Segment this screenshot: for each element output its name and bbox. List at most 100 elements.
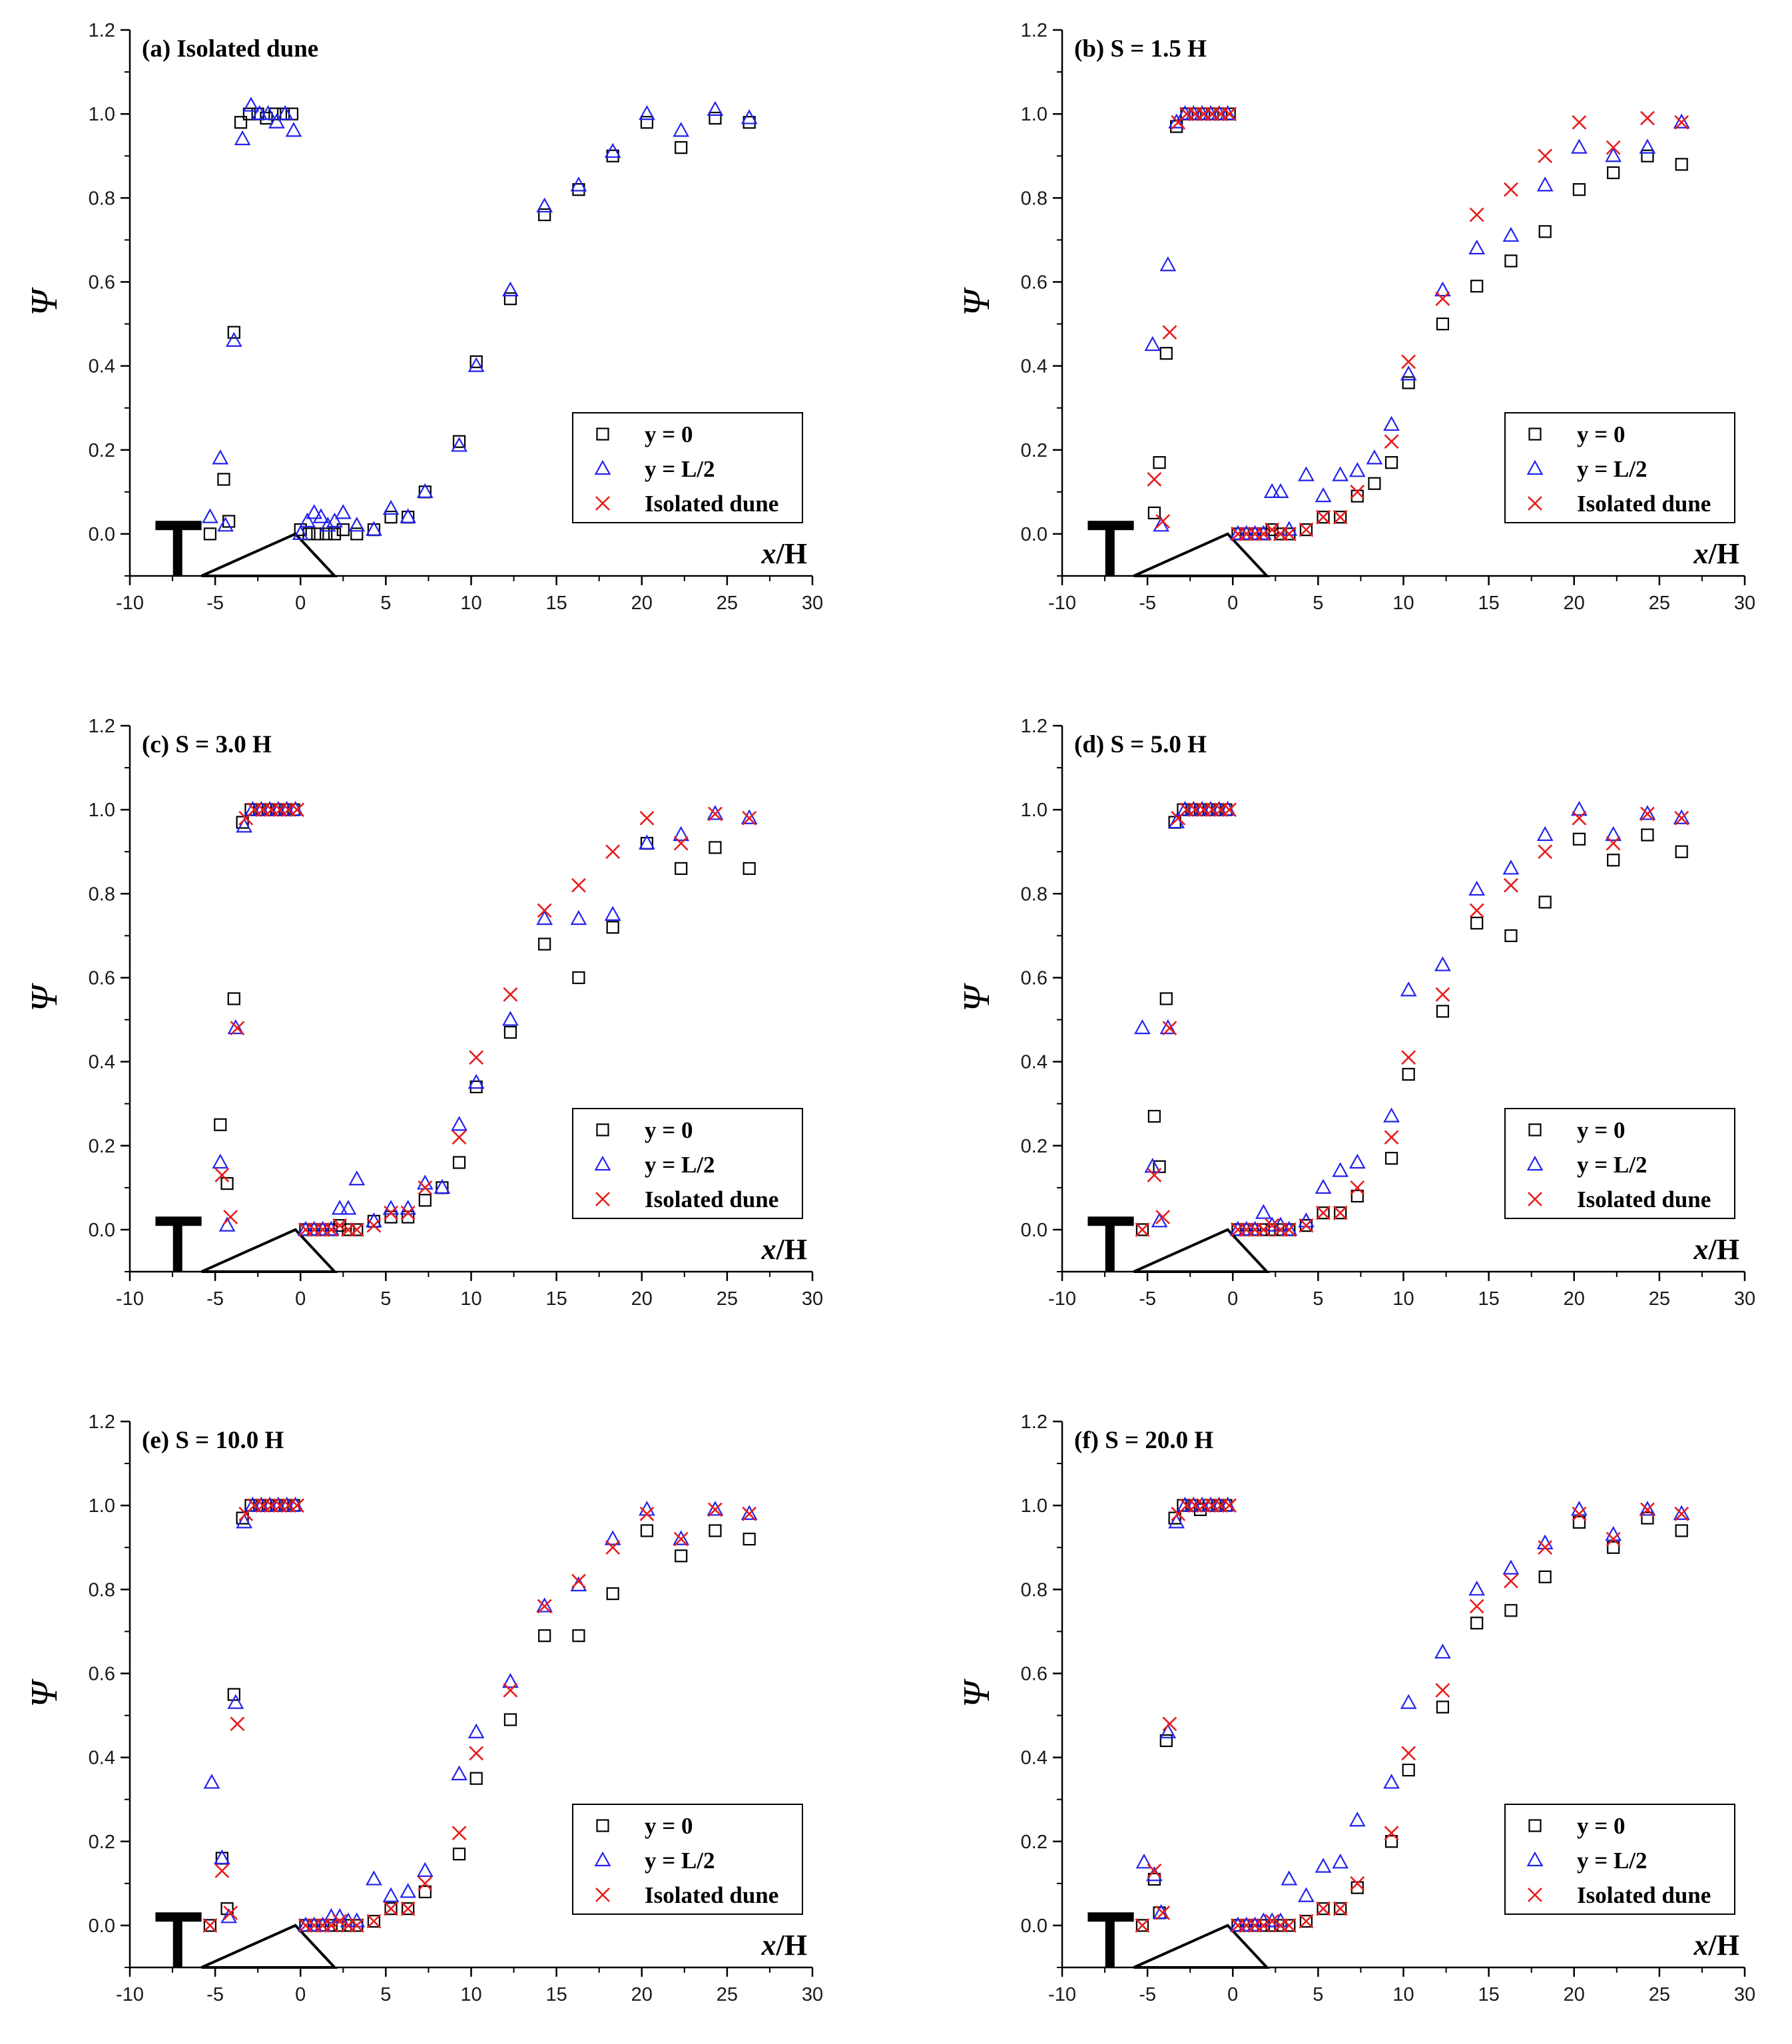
data-point-triangle xyxy=(416,1862,434,1878)
panel-title: (f) S = 20.0 H xyxy=(1074,1427,1213,1454)
data-point-square xyxy=(640,1524,654,1537)
data-point-cross xyxy=(1674,115,1689,130)
y-tick-label: 0.2 xyxy=(89,1136,115,1157)
y-tick-label: 0.6 xyxy=(1021,272,1047,293)
y-axis-title: Ψ xyxy=(24,287,65,316)
data-point-triangle xyxy=(502,1672,519,1688)
data-point-cross xyxy=(223,1210,238,1224)
panel-5: -10 -5 0 5 10 15 20 25 30 0.0 0.2 0.4 0.6 0.8 1.0 1.2 (e… xyxy=(24,1411,823,2005)
data-point-triangle xyxy=(673,826,690,842)
x-tick-label: 30 xyxy=(802,1288,823,1310)
data-point-cross xyxy=(1350,484,1365,499)
data-point-cross xyxy=(1538,844,1553,860)
data-point-square xyxy=(1153,456,1166,469)
y-axis-title: Ψ xyxy=(956,1678,998,1708)
data-point-triangle xyxy=(707,805,724,820)
data-point-square xyxy=(572,1629,585,1643)
dune-shape xyxy=(200,1923,338,1969)
x-tick-label: 25 xyxy=(1649,593,1670,614)
data-point-square xyxy=(418,1885,432,1899)
data-point-cross xyxy=(708,806,723,822)
data-point-triangle xyxy=(1639,138,1656,154)
data-point-triangle xyxy=(1229,1220,1247,1236)
data-point-square xyxy=(606,1587,619,1601)
x-tick-label: -10 xyxy=(1048,593,1076,614)
data-point-cross xyxy=(1435,291,1450,306)
data-point-triangle xyxy=(536,909,553,925)
data-point-triangle xyxy=(268,113,285,128)
series-cross xyxy=(1135,802,1689,1237)
legend-label: y = 0 xyxy=(1577,1813,1625,1839)
data-point-triangle xyxy=(306,504,323,519)
data-point-triangle xyxy=(1468,239,1486,255)
legend-cross-icon xyxy=(1528,496,1542,511)
data-point-square xyxy=(333,1919,346,1932)
data-point-triangle xyxy=(1272,483,1289,498)
data-point-triangle xyxy=(1673,1505,1690,1520)
series-cross xyxy=(202,1498,757,1933)
data-point-cross xyxy=(366,1914,382,1929)
legend-label: y = 0 xyxy=(645,1117,693,1143)
data-point-triangle xyxy=(285,122,302,137)
data-point-cross xyxy=(469,1050,484,1065)
y-tick-label: 1.0 xyxy=(1021,104,1047,125)
data-point-triangle xyxy=(1159,256,1177,272)
y-axis-title: Ψ xyxy=(956,287,998,316)
x-tick-label: 30 xyxy=(802,1984,823,2005)
legend-label: Isolated dune xyxy=(1577,1186,1711,1212)
data-point-triangle xyxy=(366,521,382,536)
data-point-triangle xyxy=(1159,1723,1177,1738)
data-point-square xyxy=(1384,456,1398,469)
data-point-square xyxy=(503,1025,517,1039)
data-point-cross xyxy=(537,1599,552,1614)
x-tick-label: 15 xyxy=(1478,1984,1499,2005)
data-point-square xyxy=(1641,828,1654,842)
data-point-square xyxy=(743,1533,756,1546)
data-point-cross xyxy=(1135,1222,1150,1237)
y-tick-label: 0.0 xyxy=(1021,1220,1047,1241)
y-tick-label: 0.6 xyxy=(89,1663,115,1684)
legend-triangle-icon xyxy=(1526,1155,1544,1171)
data-point-square xyxy=(1317,1206,1330,1220)
data-point-triangle xyxy=(1135,1854,1153,1869)
data-point-square xyxy=(1572,183,1586,196)
x-tick-label: 15 xyxy=(545,1288,567,1310)
data-point-square xyxy=(1470,916,1484,930)
data-point-cross xyxy=(1265,1914,1280,1929)
data-point-square xyxy=(675,1549,688,1563)
x-tick-label: 30 xyxy=(1734,1984,1755,2005)
data-point-triangle xyxy=(707,101,724,116)
legend: y = 0 y = L/2 Isolated dune xyxy=(1504,412,1735,523)
data-point-triangle xyxy=(1168,813,1185,829)
data-point-triangle xyxy=(741,809,758,824)
data-point-triangle xyxy=(1468,880,1486,896)
data-point-square xyxy=(1675,1524,1688,1537)
y-tick-label: 1.0 xyxy=(1021,1495,1047,1517)
data-point-triangle xyxy=(382,499,400,515)
dune-shape xyxy=(200,1228,338,1273)
data-point-square xyxy=(538,208,551,222)
data-point-triangle xyxy=(416,483,434,498)
x-tick-label: 30 xyxy=(1734,1288,1755,1310)
data-point-triangle xyxy=(220,1908,237,1923)
data-point-cross xyxy=(1135,1918,1150,1933)
data-point-cross xyxy=(332,1914,348,1929)
dune-shape xyxy=(1133,532,1271,577)
data-point-triangle xyxy=(331,1200,348,1215)
legend-label: y = L/2 xyxy=(645,1848,715,1874)
data-point-triangle xyxy=(276,105,294,121)
legend-cross-icon xyxy=(595,1888,610,1902)
data-point-triangle xyxy=(1153,517,1169,532)
data-point-square xyxy=(1350,1189,1364,1203)
data-point-cross xyxy=(1299,1218,1314,1233)
data-point-cross xyxy=(324,1918,339,1933)
data-point-square xyxy=(1334,1902,1347,1916)
data-point-triangle xyxy=(1605,826,1622,842)
data-point-triangle xyxy=(536,1597,553,1613)
data-point-cross xyxy=(1147,1168,1162,1182)
x-axis-title: x/H xyxy=(761,537,807,570)
data-point-cross xyxy=(1384,1826,1399,1841)
data-point-cross xyxy=(503,1682,518,1698)
data-point-triangle xyxy=(1144,1158,1161,1173)
y-tick-label: 0.4 xyxy=(1021,1052,1047,1073)
